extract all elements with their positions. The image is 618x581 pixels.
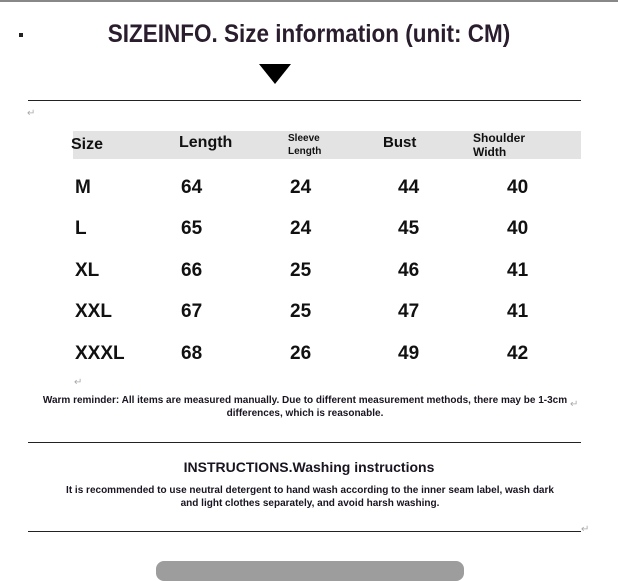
table-cell: XXL	[75, 301, 112, 322]
table-cell: 40	[507, 177, 529, 198]
table-cell: 44	[398, 177, 420, 198]
table-cell: 46	[398, 260, 420, 281]
table-cell: 42	[507, 343, 529, 364]
divider	[28, 442, 581, 443]
table-cell: 45	[398, 218, 420, 239]
table-cell: 66	[181, 260, 203, 281]
instructions-title: INSTRUCTIONS.Washing instructions	[183, 459, 435, 475]
table-cell: 65	[181, 218, 203, 239]
divider	[28, 531, 581, 532]
paragraph-mark-icon: ↵	[27, 108, 36, 119]
table-cell: M	[75, 177, 91, 198]
table-cell: 68	[181, 343, 203, 364]
header-sleeve-length: Sleeve Length	[288, 133, 322, 157]
instructions-body: It is recommended to use neutral deterge…	[66, 485, 554, 509]
table-cell: 40	[507, 218, 529, 239]
bottom-button[interactable]	[156, 561, 464, 581]
top-border	[0, 0, 618, 2]
table-header-band	[73, 131, 581, 159]
table-cell: 25	[290, 260, 312, 281]
table-cell: 64	[181, 177, 203, 198]
header-size: Size	[71, 136, 104, 153]
header-shoulder-width: Shoulder Width	[473, 131, 526, 159]
table-cell: 24	[290, 177, 312, 198]
bullet-mark	[19, 33, 23, 37]
warm-reminder: Warm reminder: All items are measured ma…	[42, 395, 568, 419]
table-cell: 41	[507, 260, 529, 281]
down-triangle-icon	[259, 64, 291, 84]
table-cell: 47	[398, 301, 420, 322]
table-cell: 67	[181, 301, 203, 322]
table-cell: 24	[290, 218, 312, 239]
table-cell: 49	[398, 343, 420, 364]
table-cell: 25	[290, 301, 312, 322]
table-cell: 26	[290, 343, 312, 364]
table-cell: XXXL	[75, 343, 125, 364]
paragraph-mark-icon: ↵	[74, 377, 83, 388]
divider	[28, 100, 581, 101]
table-cell: L	[75, 218, 87, 239]
header-length: Length	[179, 134, 233, 151]
paragraph-mark-icon: ↵	[570, 399, 579, 410]
paragraph-mark-icon: ↵	[581, 524, 590, 535]
page-title: SIZEINFO. Size information (unit: CM)	[107, 20, 511, 48]
table-cell: XL	[75, 260, 100, 281]
table-cell: 41	[507, 301, 529, 322]
header-bust: Bust	[383, 134, 417, 151]
